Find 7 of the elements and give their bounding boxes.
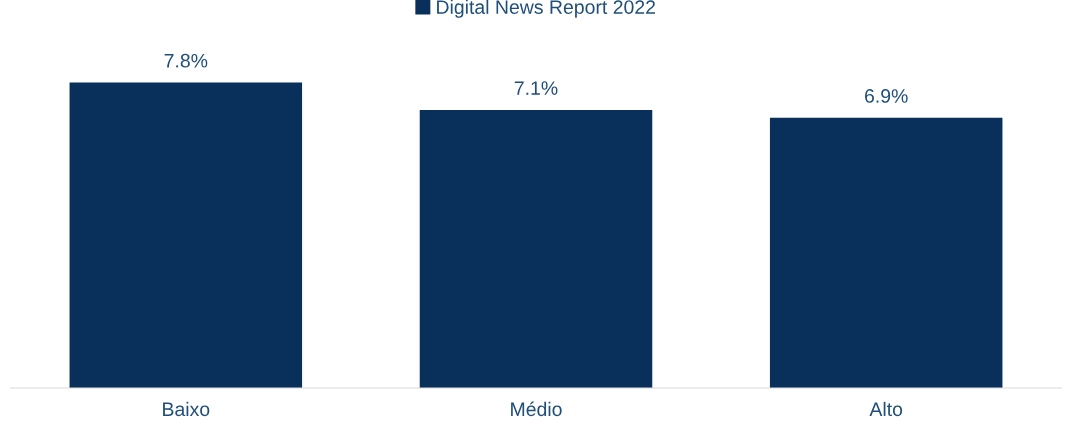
x-tick-label: Médio: [511, 401, 562, 417]
x-tick-label: Alto: [869, 401, 903, 417]
data-label: 6.9%: [865, 89, 908, 103]
x-tick-label: Baixo: [163, 401, 210, 417]
data-label: 7.8%: [164, 53, 208, 68]
legend-label: Digital News Report 2022: [437, 0, 655, 18]
data-label: 7.1%: [514, 81, 558, 95]
